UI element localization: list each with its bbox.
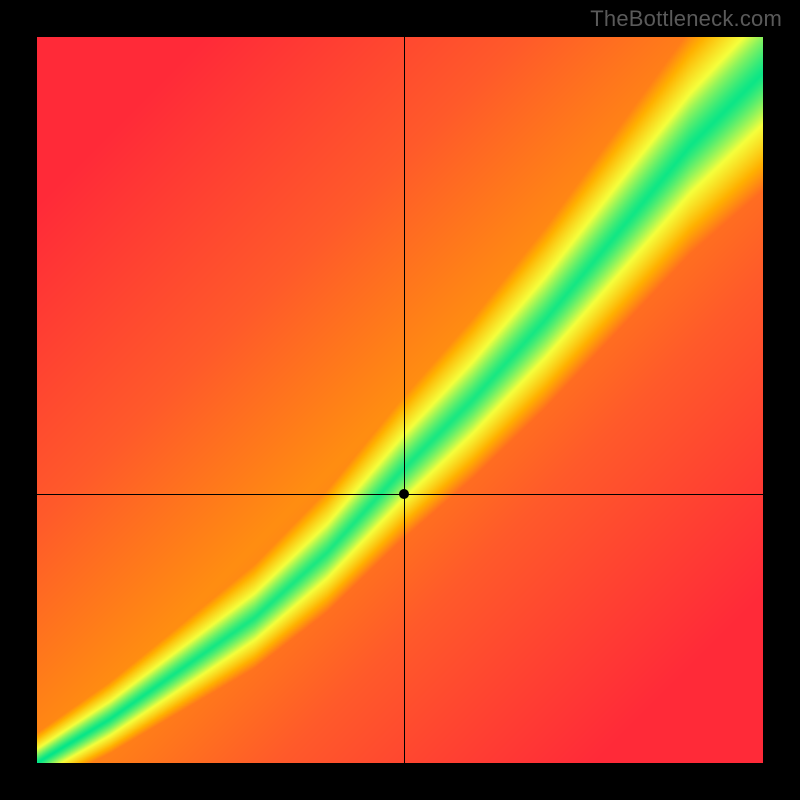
bottleneck-heatmap [37,37,763,763]
site-watermark: TheBottleneck.com [590,6,782,32]
chart-container: TheBottleneck.com [0,0,800,800]
crosshair-marker [399,489,409,499]
crosshair-vertical-line [404,37,405,763]
